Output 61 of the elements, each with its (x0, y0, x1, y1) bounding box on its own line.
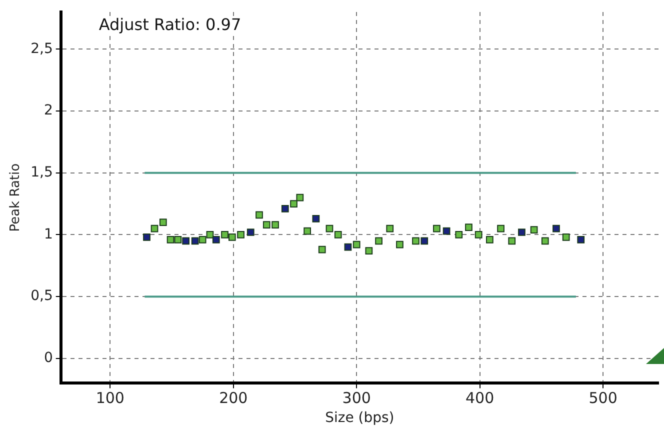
point (166, 236, 174, 244)
point (221, 231, 228, 238)
point (256, 211, 263, 219)
x-tick-label: 500 (588, 389, 618, 408)
y-tick-label: 0,5 (30, 288, 53, 304)
point (375, 237, 382, 245)
point (396, 240, 404, 248)
point (198, 236, 206, 244)
point (312, 214, 320, 222)
point (206, 231, 214, 238)
point (486, 236, 494, 244)
point (237, 231, 244, 238)
point (174, 236, 182, 244)
point (577, 236, 585, 244)
point (143, 234, 150, 241)
point (191, 237, 199, 245)
x-tick-label: 400 (466, 389, 494, 408)
point (474, 231, 482, 238)
y-tick-label: 2 (44, 102, 53, 119)
point (304, 227, 311, 235)
y-tick-label: 2,5 (30, 40, 53, 57)
point (212, 236, 220, 244)
annotation: Adjust Ratio: 0.97 (98, 15, 242, 34)
point (518, 228, 526, 236)
point (352, 240, 360, 248)
y-tick-label: 1,5 (30, 164, 53, 180)
point (365, 247, 373, 254)
point (246, 228, 254, 236)
y-tick-label: 0 (44, 350, 53, 366)
point (497, 224, 504, 232)
y-tick-label: 1 (44, 226, 53, 242)
point (281, 205, 289, 212)
x-tick-label: 300 (342, 389, 371, 408)
point (290, 200, 298, 208)
point (412, 237, 420, 245)
y-axis-title: Peak Ratio (8, 163, 24, 232)
point (508, 237, 516, 245)
x-tick-label: 200 (219, 389, 248, 408)
point (326, 224, 334, 232)
point (455, 231, 463, 238)
point (262, 221, 270, 229)
point (150, 224, 158, 232)
point (433, 224, 440, 232)
point (296, 194, 304, 202)
point (442, 227, 450, 235)
point (552, 224, 560, 232)
point (344, 243, 352, 251)
point (420, 237, 428, 245)
point (465, 224, 472, 231)
point (386, 224, 394, 232)
point (182, 237, 190, 245)
point (530, 226, 538, 234)
point (562, 234, 570, 241)
x-tick-label: 100 (96, 389, 124, 408)
point (272, 221, 279, 229)
x-axis-title: Size (bps) (325, 410, 394, 426)
point (318, 246, 326, 254)
point (159, 218, 167, 226)
point (228, 234, 236, 241)
point (334, 231, 342, 238)
point (541, 237, 549, 245)
